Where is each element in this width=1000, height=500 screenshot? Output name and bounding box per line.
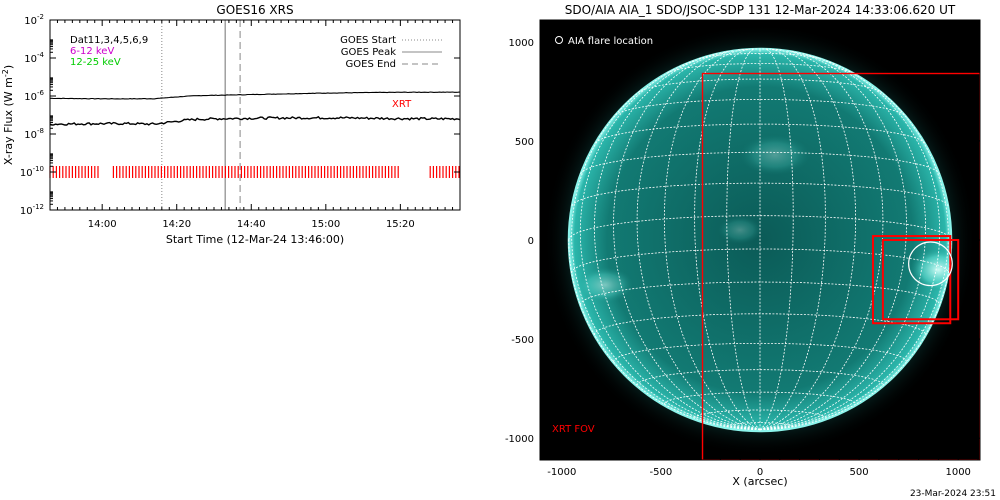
- grid-line: [636, 369, 884, 386]
- aia-x-tick-label: -1000: [547, 467, 576, 478]
- xrt-coverage-block: [429, 166, 460, 178]
- disk-features: [577, 135, 952, 303]
- goes-x-tick-label: 14:20: [162, 219, 191, 230]
- active-region-bright: [910, 247, 952, 292]
- goes-y-axis: 10-2 10-4 10-6 10-8 10-10 10-12: [20, 13, 460, 217]
- grid-line: [759, 53, 927, 431]
- grid-line: [664, 48, 761, 431]
- goes-y-tick-label: 10-6: [24, 89, 44, 103]
- grid-line: [759, 48, 794, 430]
- grid-line: [759, 48, 856, 431]
- grid-line: [726, 48, 761, 430]
- goes-y-tick-label: 10-8: [24, 127, 44, 141]
- goes-y-tick-label: 10-10: [20, 165, 44, 179]
- grid-line: [759, 50, 907, 431]
- goes-x-tick-label: 15:00: [311, 219, 340, 230]
- goes-plot-frame: [49, 19, 461, 211]
- aia-x-axis-label: X (arcsec): [732, 475, 787, 488]
- grid-line: [664, 391, 856, 405]
- goes-x-tick-label: 14:40: [237, 219, 266, 230]
- goes-x-axis-label: Start Time (12-Mar-24 13:46:00): [166, 233, 344, 246]
- legend-dataset: Dat11,3,4,5,6,9: [70, 35, 148, 46]
- goes-markers-layer: [161, 20, 241, 210]
- aia-x-tick-label: 1000: [945, 467, 970, 478]
- grid-line: [593, 53, 761, 431]
- aia-y-axis: 1000 500 0 -500 -1000: [505, 21, 980, 459]
- aia-x-tick-label: 500: [850, 467, 869, 478]
- goes-series-short: [49, 115, 461, 126]
- flare-legend-label: AIA flare location: [568, 36, 653, 47]
- grid-line: [568, 239, 761, 431]
- aia-flare-circle: [908, 241, 953, 287]
- grid-line: [571, 182, 949, 207]
- aia-x-tick-label: -500: [650, 467, 673, 478]
- goes-x-tick-label: 15:20: [386, 219, 415, 230]
- aia-x-axis: -1000 -500 0 500 1000: [541, 20, 979, 478]
- grid-line: [579, 59, 761, 431]
- grid-line: [613, 342, 907, 362]
- grid-line: [737, 48, 783, 51]
- grid-line: [759, 48, 826, 431]
- grid-line: [759, 59, 941, 431]
- legend-band-12-25: 12-25 keV: [70, 57, 121, 68]
- goes-y-axis-label: X-ray Flux (W m-2): [1, 65, 15, 165]
- flare-legend-marker: [555, 36, 563, 44]
- heliographic-grid: [568, 48, 952, 431]
- grid-line: [759, 89, 949, 431]
- grid-line: [694, 409, 826, 419]
- grid-line: [568, 215, 952, 241]
- aia-y-tick-label: 0: [528, 236, 534, 247]
- xrt-fov-label: XRT FOV: [552, 424, 595, 435]
- grid-line: [759, 239, 952, 431]
- grid-line: [579, 281, 941, 305]
- goes-y-tick-label: 10-4: [24, 51, 44, 65]
- aia-chart-title: SDO/AIA AIA_1 SDO/JSOC-SDP 131 12-Mar-20…: [565, 3, 956, 17]
- goes-series-long: [50, 91, 461, 100]
- goes-xrs-panel: GOES16 XRS 10-2 10-4 10-6 10-8 10-10 10-12 14…: [1, 3, 461, 246]
- xrt-series-label: XRT: [392, 99, 412, 110]
- legend-goes-start: GOES Start: [340, 35, 396, 46]
- grid-line: [571, 89, 761, 431]
- grid-line: [613, 50, 761, 431]
- grid-line: [759, 50, 884, 431]
- goes-y-tick-label: 10-2: [24, 13, 44, 27]
- goes-series-layer: [49, 91, 461, 178]
- footer-timestamp: 23-Mar-2024 23:51: [910, 489, 996, 499]
- legend-goes-end: GOES End: [346, 59, 396, 70]
- goes-y-tick-label: 10-12: [20, 203, 44, 217]
- aia-x-tick-label: 0: [757, 467, 763, 478]
- active-region-north: [740, 135, 810, 175]
- grid-line: [694, 48, 761, 431]
- aia-panel: SDO/AIA AIA_1 SDO/JSOC-SDP 131 12-Mar-20…: [505, 3, 981, 488]
- grid-line: [595, 123, 925, 144]
- goes-chart-title: GOES16 XRS: [216, 3, 293, 17]
- xrt-target-box: [881, 239, 960, 321]
- aia-y-tick-label: -1000: [505, 434, 534, 445]
- grid-line: [698, 53, 822, 60]
- goes-x-axis: 14:00 14:20 14:40 15:00 15:20: [49, 20, 461, 230]
- xrt-coverage-block: [112, 166, 399, 178]
- aia-y-tick-label: 1000: [509, 38, 534, 49]
- legend-band-6-12: 6-12 keV: [70, 46, 114, 57]
- aia-y-tick-label: 500: [515, 137, 534, 148]
- xrt-target-box: [871, 235, 952, 325]
- legend-goes-peak: GOES Peak: [341, 47, 396, 58]
- xrt-coverage-block: [49, 166, 99, 178]
- active-region-center: [718, 216, 762, 244]
- goes-x-tick-label: 14:00: [88, 219, 117, 230]
- aia-y-tick-label: -500: [511, 335, 534, 346]
